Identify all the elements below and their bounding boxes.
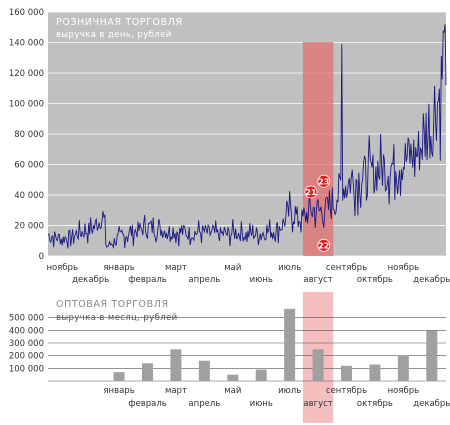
retail-x-month-label: август xyxy=(303,275,332,285)
wholesale-x-month-label: декабрь xyxy=(413,399,450,409)
retail-y-tick-label: 20 000 xyxy=(14,222,44,232)
retail-x-month-label: апрель xyxy=(188,275,220,285)
wholesale-y-tick-label: 300 000 xyxy=(9,339,44,349)
retail-y-tick-label: 120 000 xyxy=(9,69,44,79)
wholesale-x-month-label: февраль xyxy=(128,399,167,409)
annotation-marker xyxy=(317,174,331,188)
retail-x-month-label: декабрь xyxy=(413,275,450,285)
wholesale-bar xyxy=(426,330,438,381)
wholesale-x-month-label: ноябрь xyxy=(388,386,420,396)
retail-y-tick-label: 160 000 xyxy=(9,8,44,18)
wholesale-x-month-label: апрель xyxy=(188,399,220,409)
retail-y-tick-labels: 0 20 000 40 000 60 000 80 000 100 000 120 000 1… xyxy=(9,8,44,262)
retail-subtitle: выручка в день, рублей xyxy=(56,30,172,40)
wholesale-bar xyxy=(113,372,125,381)
retail-x-month-label: декабрь xyxy=(72,275,109,285)
annotation-label: 21 xyxy=(305,188,317,197)
wholesale-gridlines xyxy=(48,317,446,382)
retail-x-month-label: июль xyxy=(278,263,301,273)
wholesale-bar xyxy=(369,364,381,381)
retail-x-month-label: октябрь xyxy=(357,275,393,285)
retail-x-month-label: январь xyxy=(103,263,134,273)
retail-x-month-label: сентябрь xyxy=(326,263,367,273)
wholesale-y-tick-label: 100 000 xyxy=(9,364,44,374)
retail-x-month-label: ноябрь xyxy=(388,263,420,273)
retail-y-tick-label: 0 xyxy=(39,252,44,262)
wholesale-bars xyxy=(113,308,438,381)
wholesale-bar xyxy=(170,349,182,381)
wholesale-bar xyxy=(284,308,296,381)
wholesale-x-month-label: сентябрь xyxy=(326,386,367,396)
wholesale-bar xyxy=(255,369,267,381)
wholesale-y-tick-label: 400 000 xyxy=(9,326,44,336)
wholesale-bar xyxy=(341,365,352,381)
wholesale-chart: ОПТОВАЯ ТОРГОВЛЯ выручка в месяц, рублей… xyxy=(9,292,450,423)
wholesale-x-month-label: июнь xyxy=(250,399,273,409)
retail-x-month-label: май xyxy=(224,263,241,273)
annotation-marker xyxy=(304,185,318,199)
annotation-label: 23 xyxy=(318,177,329,186)
retail-x-month-label: июнь xyxy=(250,275,273,285)
retail-series-line xyxy=(47,24,447,250)
retail-x-month-label: февраль xyxy=(128,275,167,285)
retail-y-tick-label: 80 000 xyxy=(14,130,44,140)
retail-x-month-label: март xyxy=(165,263,187,273)
annotation-label: 22 xyxy=(318,241,329,250)
retail-gridlines xyxy=(48,11,446,257)
wholesale-x-month-label: август xyxy=(303,399,332,409)
wholesale-title: ОПТОВАЯ ТОРГОВЛЯ xyxy=(56,299,169,310)
wholesale-y-tick-label: 200 000 xyxy=(9,352,44,362)
retail-y-tick-label: 140 000 xyxy=(9,39,44,49)
wholesale-bar xyxy=(198,360,210,381)
wholesale-x-month-label: март xyxy=(165,386,187,396)
retail-y-tick-label: 100 000 xyxy=(9,100,44,110)
wholesale-x-month-label: май xyxy=(224,386,241,396)
annotation-marker xyxy=(317,238,331,252)
wholesale-y-tick-labels: 100 000 200 000 300 000 400 000 500 000 xyxy=(9,314,44,375)
retail-x-month-label: ноябрь xyxy=(46,263,78,273)
wholesale-x-month-label: июль xyxy=(278,386,301,396)
wholesale-bar xyxy=(142,363,153,381)
wholesale-x-month-label: октябрь xyxy=(357,399,393,409)
retail-y-tick-label: 60 000 xyxy=(14,161,44,171)
retail-highlight-band xyxy=(302,42,334,256)
retail-x-month-labels: ноябрьдекабрьянварьфевральмартапрельмайи… xyxy=(46,263,450,285)
wholesale-x-month-label: январь xyxy=(103,386,134,396)
wholesale-bar xyxy=(227,374,239,381)
wholesale-y-tick-label: 500 000 xyxy=(9,314,44,324)
retail-title: РОЗНИЧНАЯ ТОРГОВЛЯ xyxy=(56,17,183,28)
wholesale-subtitle: выручка в месяц, рублей xyxy=(56,313,178,323)
wholesale-bar xyxy=(397,355,409,381)
retail-y-tick-label: 40 000 xyxy=(14,191,44,201)
wholesale-bar xyxy=(312,349,324,381)
